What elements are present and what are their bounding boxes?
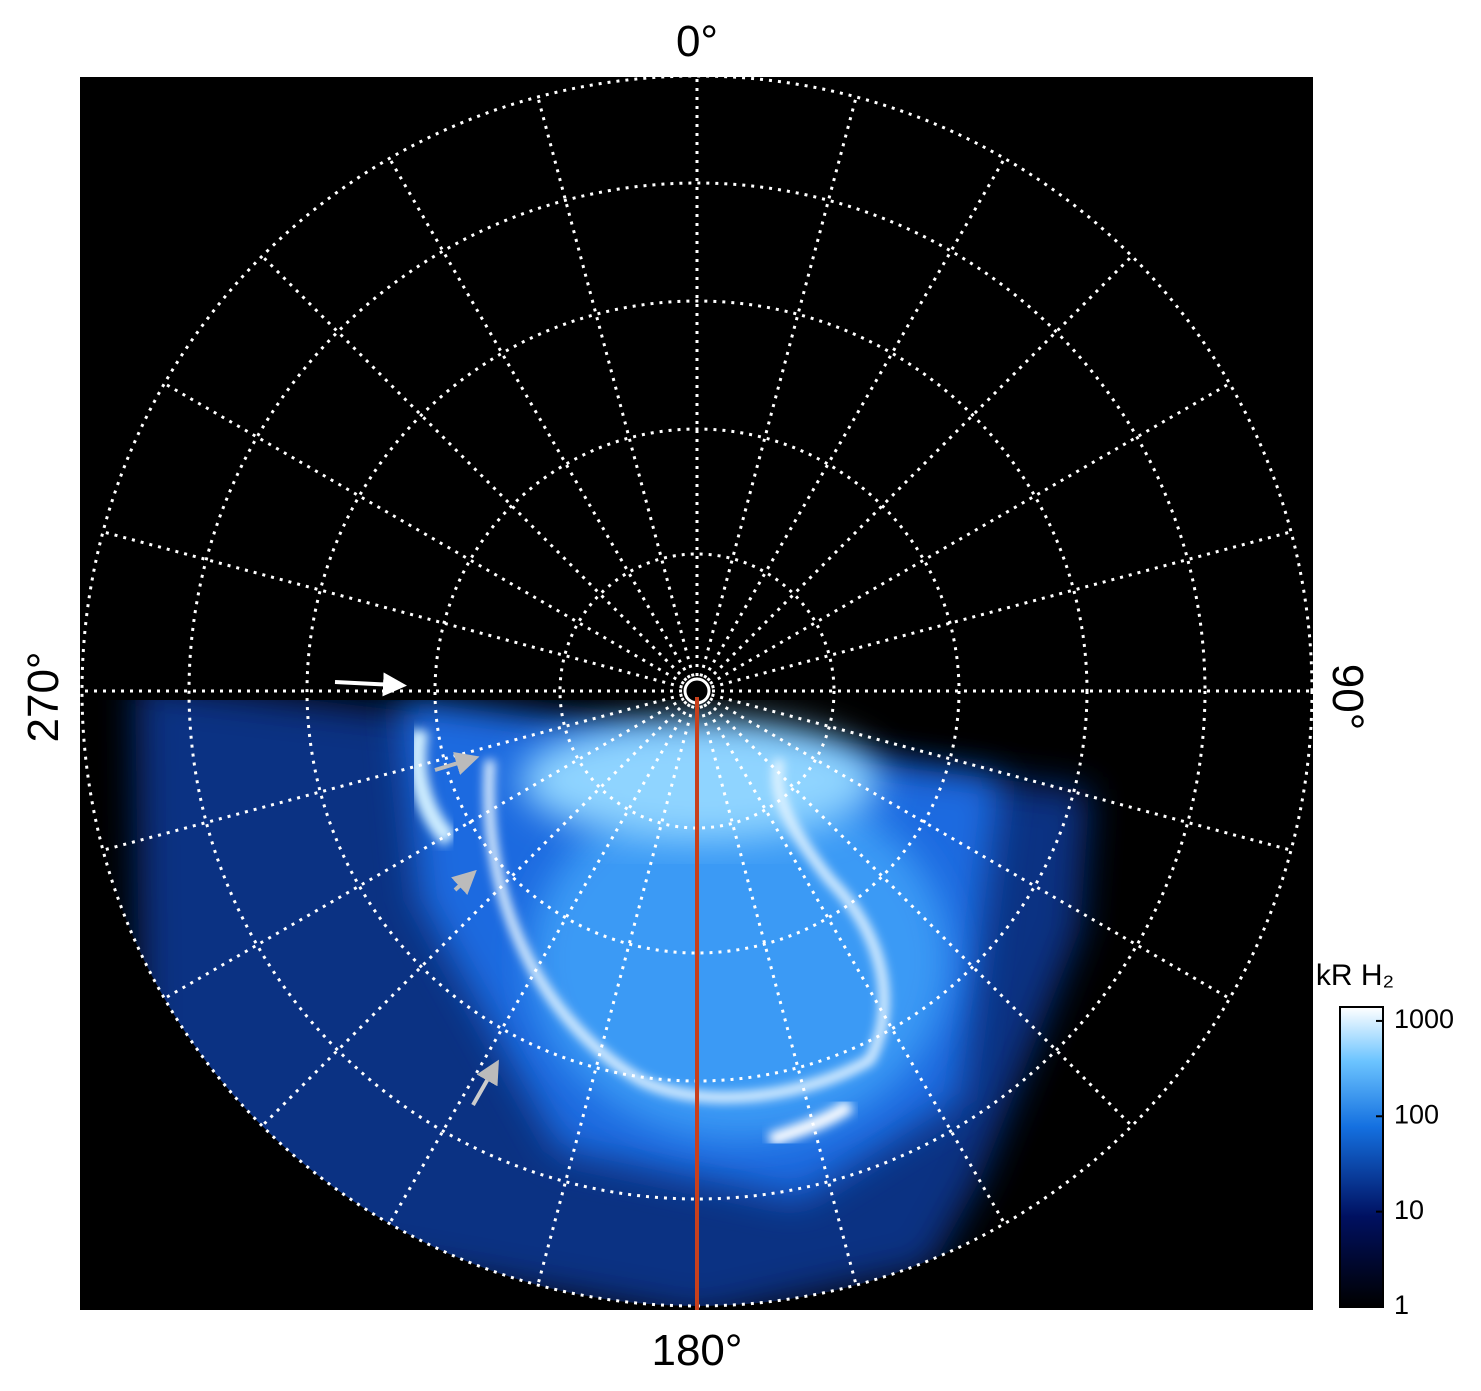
grid-spoke	[709, 382, 1231, 685]
angle-label: 270°	[19, 651, 68, 742]
arrow	[451, 869, 477, 895]
grid-circle	[187, 181, 1207, 1201]
grid-circle	[558, 552, 836, 830]
angle-label: 90°	[1323, 664, 1372, 731]
grid-spoke	[102, 530, 683, 689]
grid-spoke	[703, 703, 1006, 1225]
grid-spoke	[388, 157, 691, 679]
colorbar-title: kR H₂	[1316, 959, 1394, 992]
angle-label: 0°	[676, 17, 718, 66]
grid-spoke	[163, 382, 685, 685]
aurora-image	[135, 700, 1090, 1306]
grid-spoke	[388, 703, 691, 1225]
grid-spoke	[703, 157, 1006, 679]
colorbar-tick-label: 10	[1394, 1195, 1424, 1225]
colorbar	[1339, 1006, 1384, 1308]
grid-spoke	[699, 705, 858, 1286]
grid-spoke	[261, 255, 688, 682]
grid-circle	[433, 427, 961, 955]
grid-spoke	[706, 700, 1133, 1127]
colorbar-tick-label: 1000	[1394, 1004, 1454, 1034]
angle-label: 180°	[651, 1326, 742, 1375]
arrow	[471, 1059, 499, 1106]
arrow	[434, 751, 480, 775]
grid-spoke	[699, 96, 858, 677]
grid-spoke	[711, 530, 1292, 689]
grid-spoke	[163, 697, 685, 1000]
polar-grid	[80, 74, 1314, 1308]
grid-spoke	[102, 693, 683, 852]
colorbar-tick-label: 1	[1394, 1290, 1409, 1320]
grid-spoke	[711, 693, 1292, 852]
colorbar-tick-label: 100	[1394, 1099, 1439, 1129]
grid-spoke	[536, 705, 695, 1286]
grid-spoke	[536, 96, 695, 677]
grid-spoke	[709, 697, 1231, 1000]
arrow	[334, 672, 407, 697]
grid-spoke	[706, 255, 1133, 682]
grid-spoke	[261, 700, 688, 1127]
